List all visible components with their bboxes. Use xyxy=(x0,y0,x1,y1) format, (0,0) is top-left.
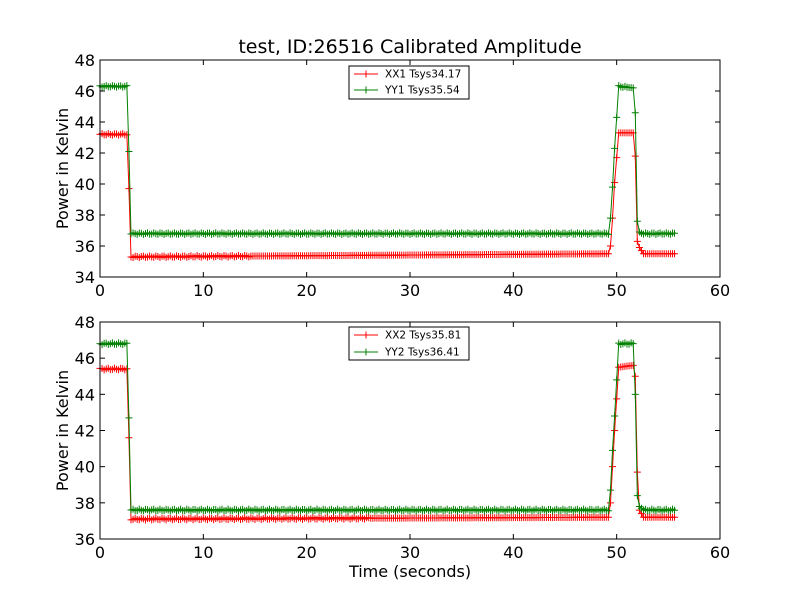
x-tick-label: 0 xyxy=(95,543,105,562)
series-layer-bottom xyxy=(96,339,679,524)
data-point xyxy=(606,242,614,250)
data-point xyxy=(671,229,679,237)
x-tick-label: 50 xyxy=(606,543,626,562)
y-axis-label-top: Power in Kelvin xyxy=(53,108,72,229)
data-point xyxy=(606,499,614,507)
legend-marker-yy1 xyxy=(362,86,370,94)
legend-marker-yy2 xyxy=(362,348,370,356)
data-point xyxy=(629,340,637,348)
data-point xyxy=(613,376,621,384)
data-point xyxy=(671,506,679,514)
data-point xyxy=(631,109,639,117)
subplot-bottom: 0 10 20 30 40 50 60 36 38 40 42 44 46 48 Power in Ke… xyxy=(53,313,730,581)
legend-bottom: XX2 Tsys35.81 YY2 Tsys36.41 xyxy=(348,326,470,361)
data-point xyxy=(609,183,617,191)
data-point xyxy=(604,250,612,258)
x-tick-label: 10 xyxy=(193,543,213,562)
legend-label-xx1: XX1 Tsys34.17 xyxy=(385,69,461,81)
legend-marker-xx1 xyxy=(362,70,370,78)
data-point xyxy=(609,446,617,454)
data-point xyxy=(631,372,639,380)
data-point xyxy=(631,390,639,398)
y-tick-label: 42 xyxy=(75,422,95,441)
y-tick-label: 46 xyxy=(75,349,95,368)
y-axis-label-bottom: Power in Kelvin xyxy=(53,370,72,491)
data-point xyxy=(123,339,131,347)
y-tick-label: 36 xyxy=(75,237,95,256)
x-tick-label: 60 xyxy=(710,543,730,562)
x-tick-label: 40 xyxy=(503,281,523,300)
data-point xyxy=(611,178,619,186)
legend-marker-xx2 xyxy=(362,331,370,339)
y-tick-label: 40 xyxy=(75,175,95,194)
x-tick-label: 0 xyxy=(95,281,105,300)
y-tick-label: 36 xyxy=(75,530,95,549)
data-point xyxy=(613,395,621,403)
x-ticks-top: 0 10 20 30 40 50 60 xyxy=(95,60,730,300)
legend-box-bottom xyxy=(348,326,470,361)
y-tick-label: 48 xyxy=(75,313,95,332)
y-tick-label: 46 xyxy=(75,82,95,101)
data-point xyxy=(604,230,612,238)
legend-label-yy2: YY2 Tsys36.41 xyxy=(384,347,460,359)
legend-box-top xyxy=(348,65,470,100)
data-point xyxy=(609,463,617,471)
data-point xyxy=(611,412,619,420)
legend-label-xx2: XX2 Tsys35.81 xyxy=(385,330,461,342)
x-tick-label: 60 xyxy=(710,281,730,300)
legend-label-yy1: YY1 Tsys35.54 xyxy=(384,85,460,97)
data-point xyxy=(125,147,133,155)
data-point xyxy=(125,185,133,193)
figure-title: test, ID:26516 Calibrated Amplitude xyxy=(238,36,581,58)
x-tick-label: 20 xyxy=(296,281,316,300)
data-point xyxy=(629,84,637,92)
legend-top: XX1 Tsys34.17 YY1 Tsys35.54 xyxy=(348,65,470,100)
data-point xyxy=(123,365,131,373)
data-point xyxy=(633,217,641,225)
data-point xyxy=(631,152,639,160)
data-point xyxy=(671,250,679,258)
data-point xyxy=(633,492,641,500)
data-point xyxy=(671,513,679,521)
y-tick-label: 40 xyxy=(75,458,95,477)
y-tick-label: 38 xyxy=(75,494,95,513)
y-tick-label: 38 xyxy=(75,206,95,225)
x-tick-label: 50 xyxy=(606,281,626,300)
data-point xyxy=(123,82,131,90)
data-point xyxy=(606,214,614,222)
y-tick-label: 42 xyxy=(75,144,95,163)
x-tick-label: 40 xyxy=(503,543,523,562)
y-tick-label: 44 xyxy=(75,385,95,404)
y-tick-label: 34 xyxy=(75,268,95,287)
data-point xyxy=(604,507,612,515)
data-point xyxy=(611,144,619,152)
y-ticks-bottom: 36 38 40 42 44 46 48 xyxy=(75,313,720,549)
data-point xyxy=(125,414,133,422)
data-point xyxy=(606,486,614,494)
x-tick-label: 30 xyxy=(400,543,420,562)
y-ticks-top: 34 36 38 40 42 44 46 48 xyxy=(75,51,720,287)
data-point xyxy=(633,237,641,245)
data-point xyxy=(613,113,621,121)
x-tick-label: 30 xyxy=(400,281,420,300)
x-axis-label-bottom: Time (seconds) xyxy=(348,562,471,581)
x-ticks-bottom: 0 10 20 30 40 50 60 xyxy=(95,322,730,562)
data-point xyxy=(629,361,637,369)
data-point xyxy=(123,131,131,139)
data-point xyxy=(604,513,612,521)
y-tick-label: 48 xyxy=(75,51,95,70)
x-tick-label: 10 xyxy=(193,281,213,300)
series-layer-top xyxy=(96,82,679,262)
y-tick-label: 44 xyxy=(75,113,95,132)
subplot-top: 0 10 20 30 40 50 60 34 36 38 40 42 44 46 48 Power in … xyxy=(53,51,730,300)
data-point xyxy=(611,427,619,434)
x-tick-label: 20 xyxy=(296,543,316,562)
